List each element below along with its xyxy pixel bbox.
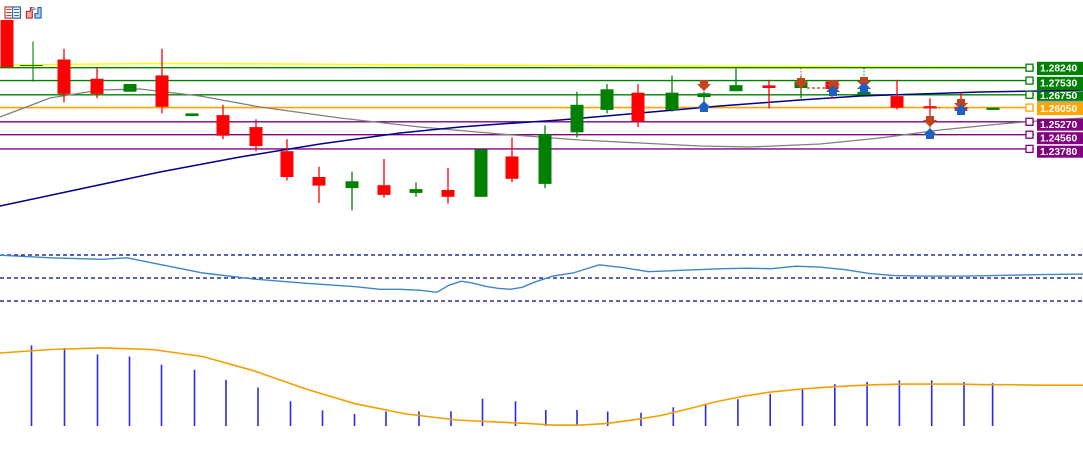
svg-text:1.24560: 1.24560 (1040, 133, 1077, 144)
svg-text:1.26750: 1.26750 (1040, 91, 1077, 102)
svg-text:1.27530: 1.27530 (1040, 78, 1077, 89)
svg-text:1.23780: 1.23780 (1040, 147, 1077, 158)
svg-text:1.28240: 1.28240 (1040, 63, 1077, 74)
svg-text:1.25270: 1.25270 (1040, 120, 1077, 131)
svg-text:1.26050: 1.26050 (1040, 104, 1077, 115)
